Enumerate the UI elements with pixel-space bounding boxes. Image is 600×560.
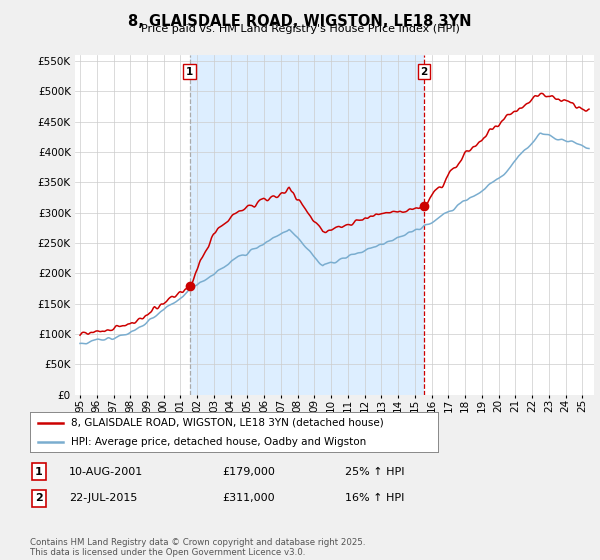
Text: 16% ↑ HPI: 16% ↑ HPI <box>345 493 404 503</box>
Text: HPI: Average price, detached house, Oadby and Wigston: HPI: Average price, detached house, Oadb… <box>71 437 366 447</box>
Text: Contains HM Land Registry data © Crown copyright and database right 2025.
This d: Contains HM Land Registry data © Crown c… <box>30 538 365 557</box>
Bar <box>190 55 424 395</box>
Text: 1: 1 <box>186 67 193 77</box>
Text: £179,000: £179,000 <box>222 466 275 477</box>
Text: 25% ↑ HPI: 25% ↑ HPI <box>345 466 404 477</box>
Text: 8, GLAISDALE ROAD, WIGSTON, LE18 3YN (detached house): 8, GLAISDALE ROAD, WIGSTON, LE18 3YN (de… <box>71 418 383 428</box>
Text: 1: 1 <box>35 466 43 477</box>
Text: £311,000: £311,000 <box>222 493 275 503</box>
Text: 22-JUL-2015: 22-JUL-2015 <box>69 493 137 503</box>
Text: 2: 2 <box>421 67 428 77</box>
Text: Price paid vs. HM Land Registry's House Price Index (HPI): Price paid vs. HM Land Registry's House … <box>140 24 460 34</box>
Text: 10-AUG-2001: 10-AUG-2001 <box>69 466 143 477</box>
Text: 8, GLAISDALE ROAD, WIGSTON, LE18 3YN: 8, GLAISDALE ROAD, WIGSTON, LE18 3YN <box>128 14 472 29</box>
Text: 2: 2 <box>35 493 43 503</box>
